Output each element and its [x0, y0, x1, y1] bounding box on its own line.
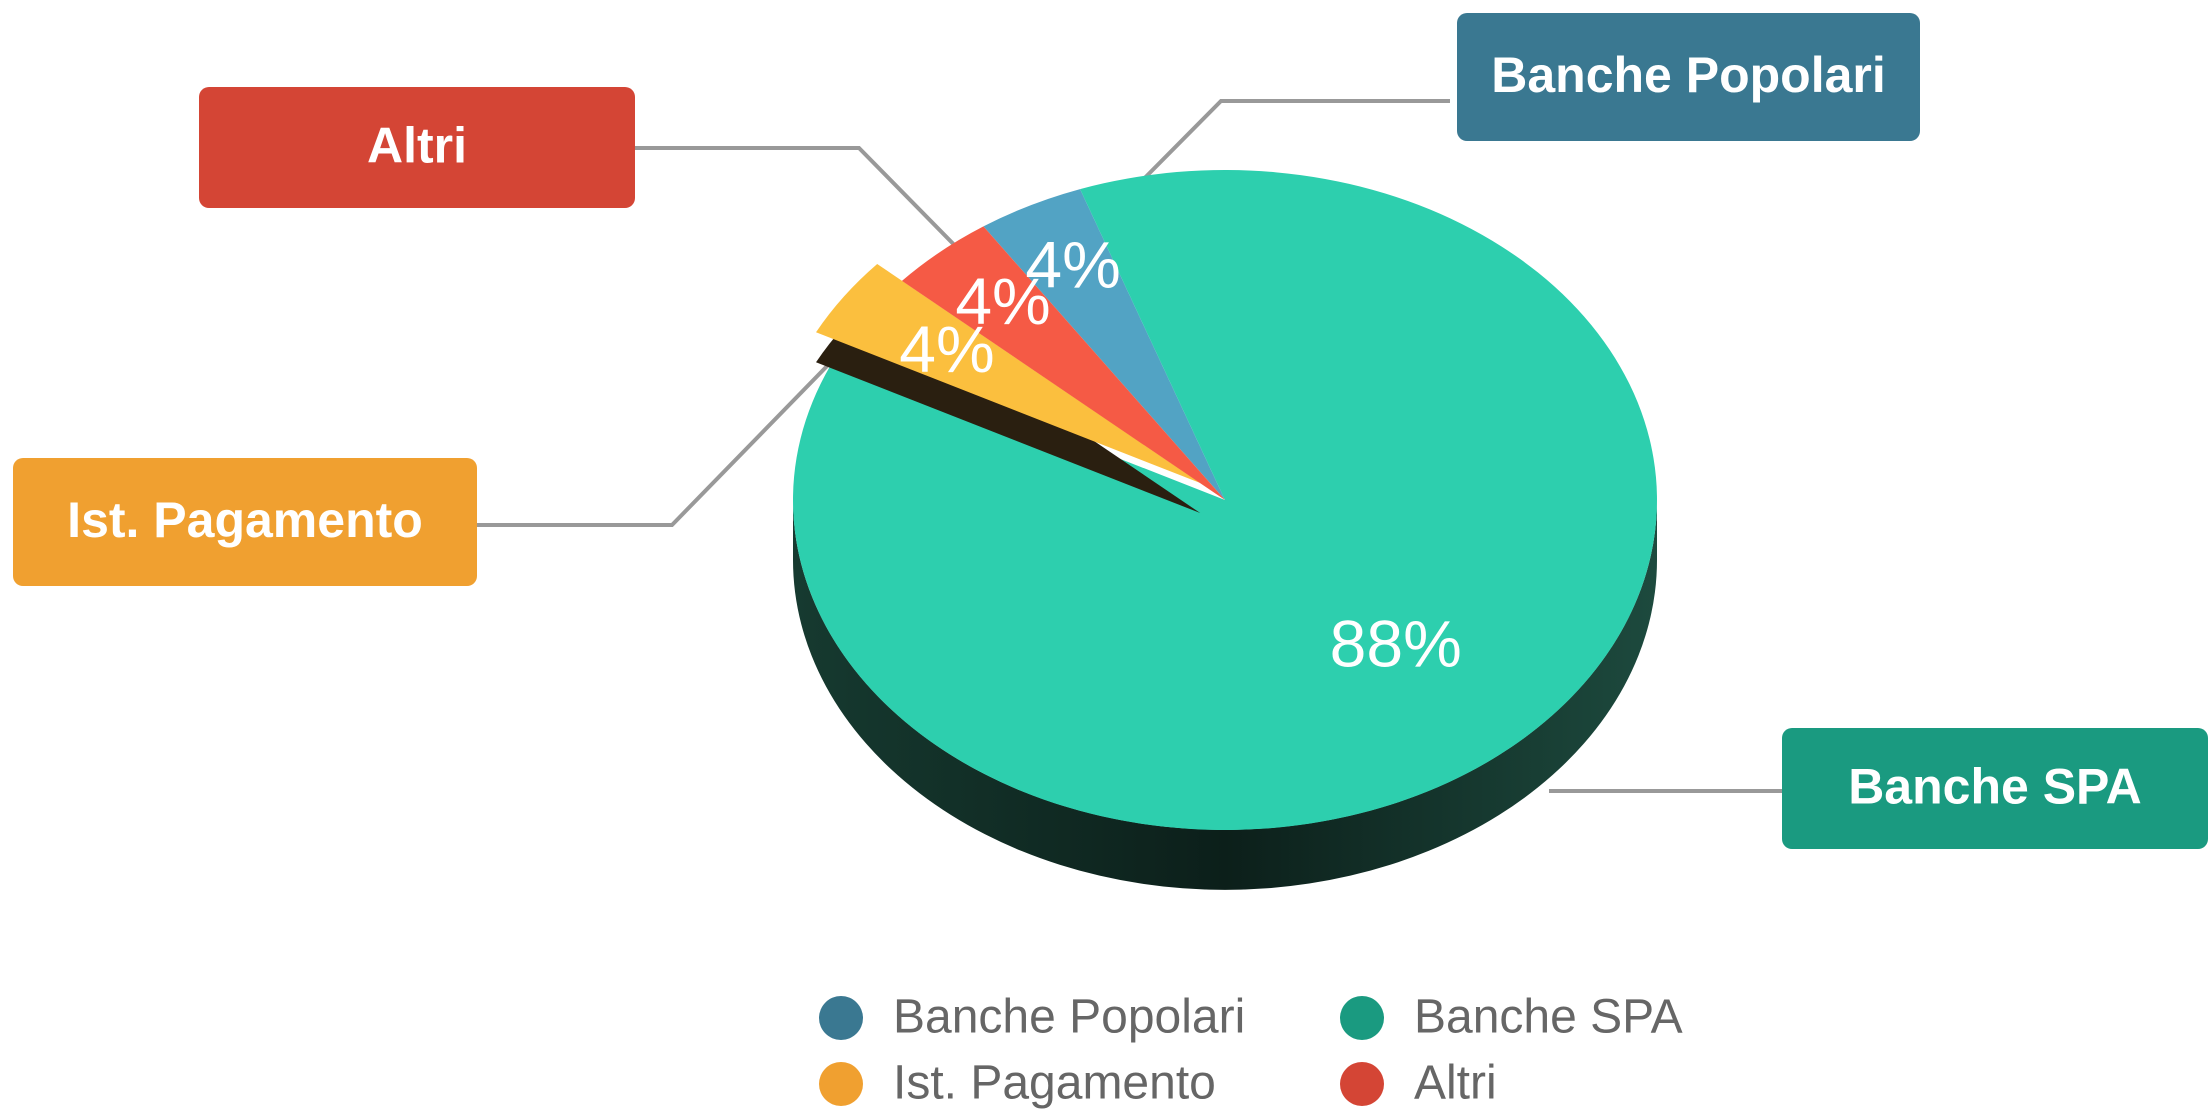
callout-label: Banche Popolari — [1491, 47, 1886, 103]
legend-marker — [819, 1062, 863, 1106]
callout-box — [1457, 13, 1920, 141]
pie-side — [793, 500, 1657, 890]
leader-line — [477, 360, 833, 527]
slice — [901, 226, 1225, 500]
value-label: 4% — [955, 264, 1050, 338]
legend-label: Banche SPA — [1414, 991, 1683, 1044]
slice — [816, 263, 1201, 484]
legend-label: Altri — [1414, 1057, 1497, 1110]
leader-line — [635, 146, 976, 267]
value-label: 4% — [1025, 228, 1120, 302]
value-label: 4% — [899, 312, 994, 386]
legend-marker — [819, 996, 863, 1040]
callout-box — [1782, 728, 2208, 849]
legend-marker — [1340, 996, 1384, 1040]
legend-label: Ist. Pagamento — [893, 1057, 1216, 1110]
callout-label: Ist. Pagamento — [67, 492, 423, 548]
callout-label: Banche SPA — [1848, 759, 2142, 815]
callout-box — [199, 87, 635, 208]
callout-box — [13, 458, 477, 586]
callout-label: Altri — [367, 118, 467, 174]
slice — [983, 189, 1225, 501]
legend-label: Banche Popolari — [893, 991, 1245, 1044]
value-label: 88% — [1330, 606, 1462, 680]
legend-marker — [1340, 1062, 1384, 1106]
